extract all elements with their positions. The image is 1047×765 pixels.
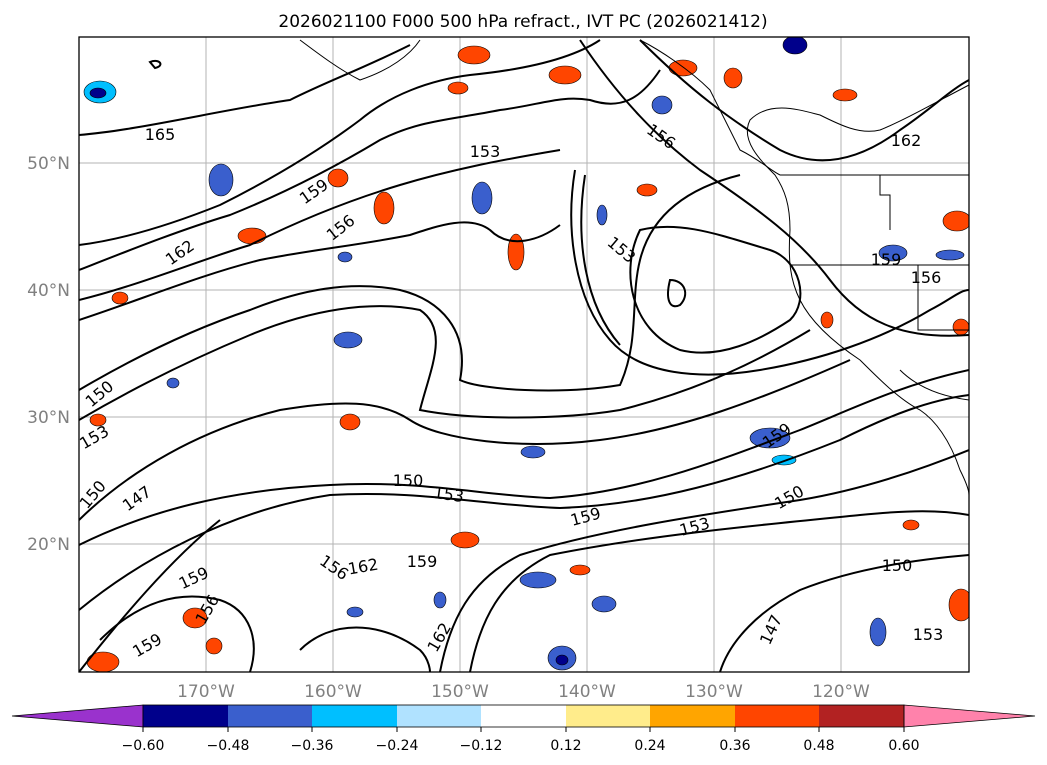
colorbar-bin bbox=[650, 705, 735, 727]
colorbar-tick-label: 0.24 bbox=[634, 738, 665, 754]
contour-label: 159 bbox=[407, 552, 438, 571]
colorbar-bin bbox=[735, 705, 819, 727]
colorbar-bin bbox=[228, 705, 312, 727]
colorbar: −0.60 −0.48 −0.36 −0.24 −0.12 0.12 0.24 … bbox=[11, 704, 1036, 754]
contour-label: 153 bbox=[432, 483, 465, 506]
latitude-label: 20°N bbox=[27, 535, 70, 555]
longitude-label: 150°W bbox=[431, 682, 489, 702]
colorbar-tick-label: −0.24 bbox=[376, 738, 419, 754]
colorbar-outline bbox=[142, 704, 905, 728]
colorbar-ticks bbox=[142, 727, 905, 732]
latitude-axis: 50°N 40°N 30°N 20°N bbox=[27, 154, 70, 555]
map-background bbox=[79, 37, 969, 672]
ivt-shaded-patches bbox=[83, 37, 969, 672]
longitude-label: 120°W bbox=[812, 682, 870, 702]
longitude-axis: 170°W 160°W 150°W 140°W 130°W 120°W bbox=[177, 682, 870, 702]
longitude-label: 160°W bbox=[304, 682, 362, 702]
map-frame bbox=[78, 36, 970, 673]
latitude-label: 50°N bbox=[27, 154, 70, 174]
contour-label: 159 bbox=[871, 250, 902, 269]
longitude-label: 130°W bbox=[685, 682, 743, 702]
colorbar-bin bbox=[566, 705, 650, 727]
colorbar-bin bbox=[397, 705, 481, 727]
colorbar-tick-label: −0.60 bbox=[122, 738, 165, 754]
colorbar-bin bbox=[312, 705, 397, 727]
colorbar-extend-high bbox=[903, 704, 1036, 728]
latitude-label: 40°N bbox=[27, 281, 70, 301]
colorbar-bin bbox=[481, 705, 566, 727]
map-title: 2026021100 F000 500 hPa refract., IVT PC… bbox=[278, 12, 767, 32]
contour-label: 153 bbox=[913, 625, 944, 644]
colorbar-tick-label: 0.36 bbox=[719, 738, 750, 754]
contour-label: 150 bbox=[393, 471, 424, 490]
colorbar-tick-label: −0.48 bbox=[207, 738, 250, 754]
colorbar-tick-label: −0.36 bbox=[291, 738, 334, 754]
refractivity-contours bbox=[79, 39, 969, 672]
latitude-label: 30°N bbox=[27, 408, 70, 428]
colorbar-tick-label: 0.48 bbox=[803, 738, 834, 754]
colorbar-tick-label: 0.60 bbox=[888, 738, 919, 754]
colorbar-bin bbox=[143, 705, 228, 727]
contour-label: 150 bbox=[882, 556, 913, 575]
colorbar-bin bbox=[819, 705, 904, 727]
longitude-label: 140°W bbox=[558, 682, 616, 702]
contour-label: 156 bbox=[911, 268, 942, 287]
coastlines bbox=[299, 39, 969, 496]
longitude-label: 170°W bbox=[177, 682, 235, 702]
colorbar-tick-label: −0.12 bbox=[460, 738, 503, 754]
contour-label: 165 bbox=[145, 125, 176, 144]
contour-label: 162 bbox=[891, 131, 922, 150]
colorbar-extend-low bbox=[11, 704, 144, 728]
contour-label: 153 bbox=[470, 142, 501, 161]
map-panel: 165 162 159 156 153 156 153 162 159 156 … bbox=[27, 36, 970, 702]
colorbar-tick-label: 0.12 bbox=[550, 738, 581, 754]
